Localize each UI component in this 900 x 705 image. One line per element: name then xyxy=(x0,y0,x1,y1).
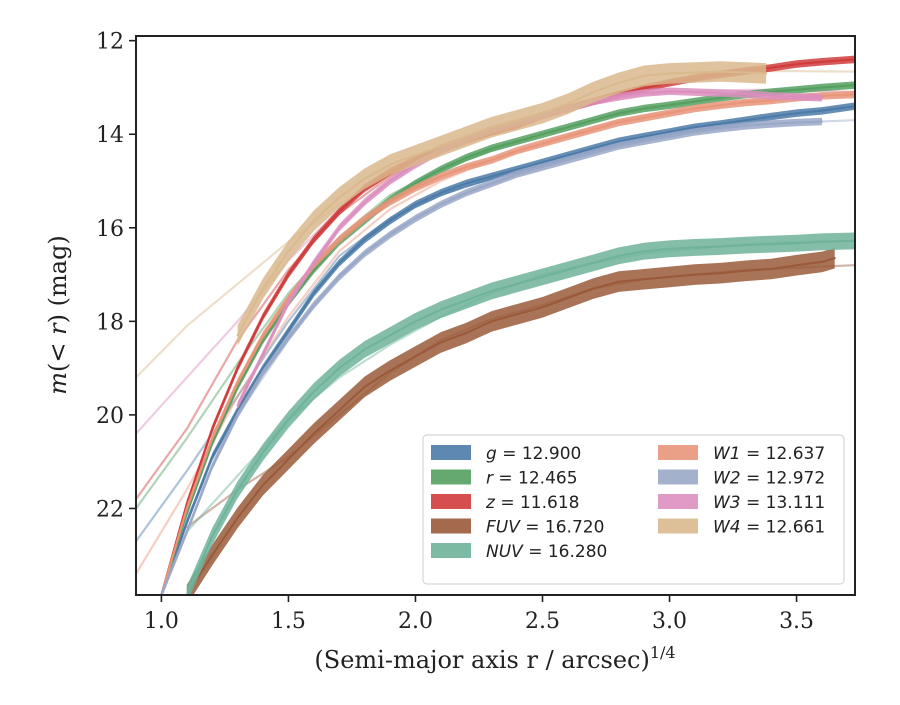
legend-swatch-r xyxy=(431,469,471,485)
legend-label-nuv: NUV = 16.280 xyxy=(486,542,607,562)
series-g-line xyxy=(160,105,855,595)
x-tick-label: 2.5 xyxy=(525,609,560,634)
series-nuv-line xyxy=(185,239,855,595)
y-tick-label: 18 xyxy=(96,310,124,335)
series-w1 xyxy=(160,90,855,595)
y-axis: 12 14 16 18 20 22 xyxy=(96,30,136,522)
y-tick-label: 16 xyxy=(96,217,124,242)
legend-swatch-g xyxy=(431,445,471,460)
legend-label-z: z = 11.618 xyxy=(485,493,579,513)
series-w4-band xyxy=(237,61,767,346)
series-w4-line xyxy=(236,70,768,337)
y-tick-label: 12 xyxy=(96,30,124,55)
series-fuv-band xyxy=(186,247,835,595)
x-axis: 1.0 1.5 2.0 2.5 3.0 3.5 xyxy=(144,595,814,634)
plot-frame xyxy=(135,35,856,596)
series-w1-line xyxy=(160,93,855,595)
legend-label-w1: W1 = 12.637 xyxy=(713,444,825,464)
x-tick-label: 3.5 xyxy=(779,609,814,634)
series-nuv xyxy=(185,232,855,595)
series-w4 xyxy=(236,61,768,346)
legend-swatch-w2 xyxy=(658,469,698,485)
x-tick-label: 1.5 xyxy=(271,609,306,634)
x-axis-title-main: (Semi-major axis r / arcsec) xyxy=(314,646,649,674)
legend: g = 12.900 r = 12.465 z = 11.618 FUV = 16.7… xyxy=(422,434,845,585)
legend-swatch-w1 xyxy=(658,445,698,460)
legend-swatch-w4 xyxy=(658,518,698,534)
x-axis-title: (Semi-major axis r / arcsec)1/4 xyxy=(314,643,675,674)
legend-swatch-nuv xyxy=(431,543,471,558)
series-fuv xyxy=(185,247,836,595)
y-axis-title-lt: (< xyxy=(44,335,72,372)
legend-label-g: g = 12.900 xyxy=(486,444,581,464)
legend-label-r: r = 12.465 xyxy=(486,469,578,489)
series-w2 xyxy=(160,117,823,595)
y-tick-label: 14 xyxy=(96,123,124,148)
series-fuv-line xyxy=(185,257,836,595)
legend-swatch-z xyxy=(431,494,471,509)
series-w2-line xyxy=(160,120,823,595)
y-tick-label: 22 xyxy=(96,497,124,522)
legend-box xyxy=(422,434,845,585)
legend-swatch-fuv xyxy=(431,518,471,534)
x-axis-title-superscript: 1/4 xyxy=(650,643,676,662)
y-axis-title-r: r xyxy=(44,322,72,335)
y-axis-title: m(< r) (mag) xyxy=(44,235,72,395)
profile-data-layer xyxy=(160,55,855,595)
x-tick-label: 3.0 xyxy=(652,609,687,634)
x-tick-label: 2.0 xyxy=(398,609,433,634)
legend-label-fuv: FUV = 16.720 xyxy=(486,518,604,538)
legend-swatch-w3 xyxy=(658,494,698,509)
y-axis-title-unit: ) (mag) xyxy=(44,235,72,323)
y-axis-title-m: m xyxy=(44,372,72,395)
y-tick-label: 20 xyxy=(96,404,124,429)
legend-label-w3: W3 = 13.111 xyxy=(713,493,825,513)
x-tick-label: 1.0 xyxy=(144,609,179,634)
legend-label-w4: W4 = 12.661 xyxy=(713,518,825,538)
series-g xyxy=(160,102,855,595)
legend-label-w2: W2 = 12.972 xyxy=(713,469,825,489)
